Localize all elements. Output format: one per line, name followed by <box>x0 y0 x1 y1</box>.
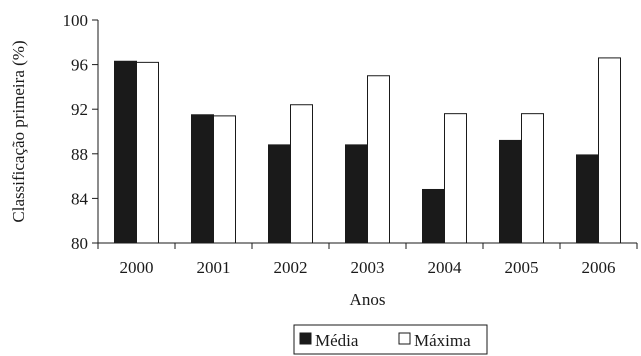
x-tick-label: 2001 <box>197 258 231 277</box>
bar-media <box>576 154 599 244</box>
bars <box>114 57 621 244</box>
y-axis-title: Classificação primeira (%) <box>9 40 28 222</box>
legend-swatch <box>299 332 312 345</box>
bar-media <box>191 114 214 244</box>
x-axis: 2000 2001 2002 2003 2004 2005 2006 <box>97 242 638 277</box>
y-tick-label: 84 <box>71 189 89 208</box>
x-axis-title: Anos <box>350 290 386 309</box>
bar-media <box>422 188 445 244</box>
bar-media <box>268 144 291 244</box>
bar-media <box>499 139 522 244</box>
x-tick-label: 2006 <box>582 258 616 277</box>
y-tick-label: 100 <box>63 11 89 30</box>
bar-maxima <box>290 104 313 244</box>
bar-maxima <box>367 75 390 244</box>
bar-maxima <box>213 115 236 244</box>
y-tick-label: 96 <box>71 56 88 75</box>
legend-frame <box>293 324 488 355</box>
x-tick-label: 2004 <box>428 258 463 277</box>
legend-label: Máxima <box>414 331 471 350</box>
bar-maxima <box>136 61 159 244</box>
bar-maxima <box>444 113 467 244</box>
bar-media <box>114 60 137 244</box>
x-tick-label: 2000 <box>120 258 154 277</box>
x-tick-label: 2005 <box>505 258 539 277</box>
y-tick-label: 80 <box>71 234 88 253</box>
y-axis: 80 84 88 92 96 100 <box>63 11 99 253</box>
bar-maxima <box>521 113 544 244</box>
y-tick-label: 88 <box>71 145 88 164</box>
legend-swatch <box>398 332 411 345</box>
legend: Média Máxima <box>293 324 488 355</box>
bar-media <box>345 144 368 244</box>
y-tick-label: 92 <box>71 100 88 119</box>
x-tick-label: 2003 <box>351 258 385 277</box>
bar-maxima <box>598 57 621 244</box>
legend-label: Média <box>315 331 359 350</box>
x-tick-label: 2002 <box>274 258 308 277</box>
